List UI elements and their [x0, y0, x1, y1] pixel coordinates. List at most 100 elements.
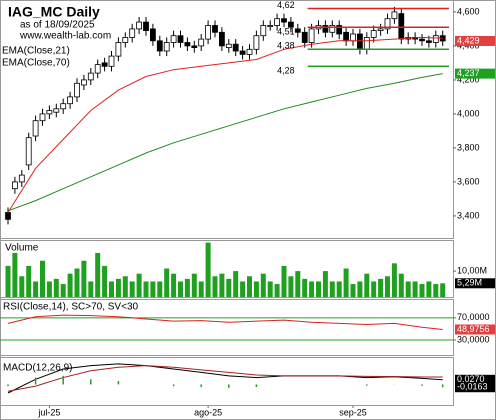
- candle-body: [81, 79, 87, 86]
- value-badge-label: 48,9756: [457, 324, 490, 334]
- bar: [385, 276, 390, 297]
- bar: [219, 273, 225, 297]
- bar: [253, 281, 259, 297]
- level-label: 4,38: [277, 41, 295, 51]
- bar: [184, 278, 190, 297]
- candle-body: [287, 21, 294, 28]
- bar: [391, 263, 397, 297]
- candle-body: [350, 33, 356, 42]
- candle-body: [143, 21, 149, 32]
- chart-title: IAG_MC Daily: [8, 4, 100, 20]
- bar: [95, 252, 101, 297]
- bar: [109, 281, 114, 297]
- source: www.wealth-lab.com: [19, 31, 111, 42]
- candle-body: [294, 28, 301, 33]
- y-tick-label: 30,0000: [457, 334, 490, 344]
- candle-body: [32, 120, 39, 137]
- bar: [378, 278, 384, 297]
- bar: [102, 265, 108, 297]
- bar: [74, 268, 80, 297]
- candle-body: [74, 82, 80, 98]
- bar: [295, 271, 301, 297]
- candle-body: [149, 28, 156, 42]
- bar: [419, 284, 425, 297]
- value-badge: [455, 278, 495, 289]
- bar: [440, 283, 446, 297]
- bar: [260, 273, 266, 297]
- candle-body: [156, 40, 163, 52]
- line: [7, 36, 443, 213]
- line: [7, 73, 443, 212]
- x-tick-label: sep-25: [339, 407, 367, 417]
- value-badge: [455, 35, 495, 46]
- panel: [0, 299, 454, 356]
- bar: [205, 242, 211, 297]
- bar: [240, 281, 246, 297]
- legend-entry: EMA(Close,21): [2, 46, 70, 57]
- candle-body: [281, 18, 287, 23]
- bar: [274, 284, 280, 297]
- y-tick-label: 4,600: [457, 6, 480, 16]
- bar: [19, 276, 25, 297]
- candle-body: [101, 62, 108, 67]
- bar: [350, 284, 356, 297]
- candle-body: [343, 31, 350, 42]
- candle-body: [308, 28, 315, 43]
- bar: [426, 281, 432, 297]
- candle-body: [198, 38, 205, 47]
- bar: [247, 276, 252, 297]
- bar: [281, 265, 287, 297]
- bar: [309, 281, 315, 297]
- candle-body: [39, 113, 46, 122]
- candle-body: [377, 28, 384, 31]
- x-tick-label: jul-25: [37, 407, 60, 417]
- bar: [398, 273, 404, 297]
- candle-body: [246, 48, 253, 55]
- bar: [226, 278, 232, 297]
- candle-body: [253, 35, 260, 50]
- candle-body: [356, 33, 363, 50]
- bar: [288, 276, 294, 297]
- bar: [233, 271, 239, 297]
- value-badge-label: 5,29M: [457, 278, 482, 288]
- subtitle: as of 18/09/2025: [20, 20, 95, 31]
- candle-body: [129, 28, 136, 38]
- value-badge: [455, 68, 495, 79]
- candle-body: [432, 35, 439, 43]
- y-tick-label: 70,0000: [457, 312, 490, 322]
- bar: [88, 281, 94, 297]
- candle-body: [218, 31, 225, 47]
- bar: [364, 273, 370, 297]
- candle-body: [384, 18, 391, 30]
- line: [7, 363, 443, 394]
- bar: [12, 252, 18, 297]
- bar: [329, 281, 335, 297]
- bar: [405, 281, 411, 297]
- line: [7, 365, 443, 392]
- panel-title: RSI(Close,14), SC>70, SV<30: [3, 302, 139, 313]
- bar: [171, 273, 177, 297]
- value-badge: [455, 374, 495, 385]
- value-badge: [455, 382, 495, 393]
- candle-body: [370, 30, 377, 38]
- candle-body: [191, 45, 198, 49]
- candle-body: [232, 43, 239, 52]
- panel-title: MACD(12,26,9): [3, 363, 72, 374]
- candle-body: [122, 37, 129, 43]
- bar: [67, 273, 73, 297]
- candle-body: [425, 40, 432, 43]
- bar: [143, 281, 149, 297]
- bar: [357, 281, 363, 297]
- bar: [343, 268, 349, 297]
- candle-body: [53, 108, 60, 113]
- y-tick-label: 3,800: [457, 142, 480, 152]
- value-badge-label: 4,237: [457, 68, 480, 78]
- value-badge: [455, 324, 495, 335]
- panel: [0, 0, 454, 239]
- candle-body: [11, 181, 18, 190]
- bar: [81, 260, 87, 297]
- bar: [115, 278, 121, 297]
- bar: [198, 281, 204, 297]
- candle-body: [46, 110, 53, 115]
